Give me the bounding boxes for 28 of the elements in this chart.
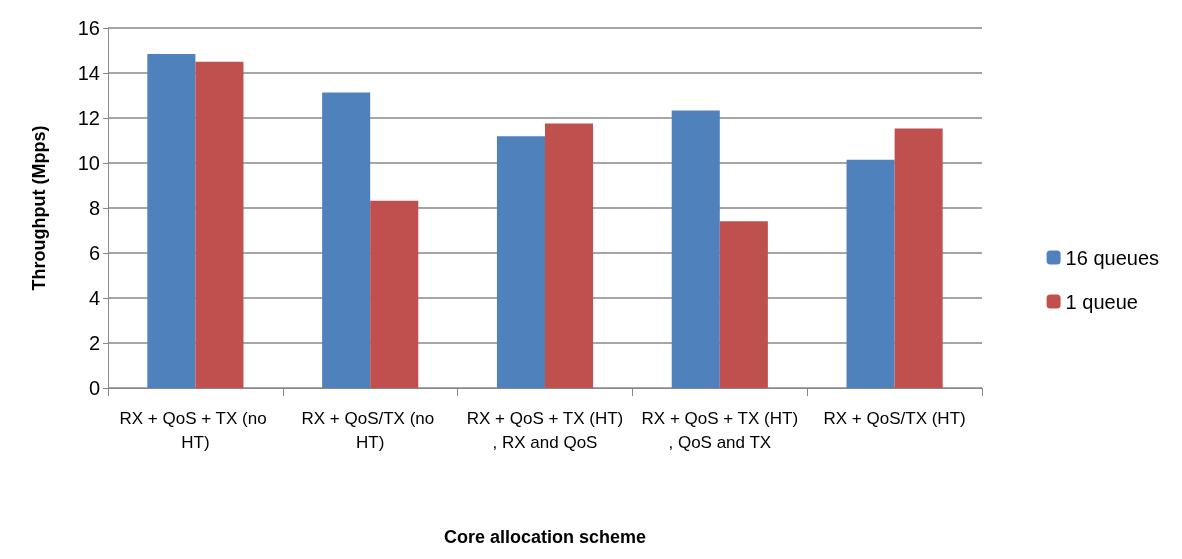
bar <box>195 61 244 388</box>
x-tick-label: RX + QoS + TX (no HT) <box>119 408 272 452</box>
bar <box>147 53 196 388</box>
legend-label: 16 queues <box>1065 246 1159 269</box>
y-tick-label: 14 <box>77 62 100 84</box>
y-tick-label: 2 <box>88 332 100 354</box>
bar <box>545 123 594 388</box>
bar <box>671 110 720 388</box>
y-tick-label: 16 <box>77 17 100 39</box>
y-axis-title: Throughput (Mpps) <box>29 125 49 291</box>
y-tick-label: 12 <box>77 107 100 129</box>
y-tick-label: 8 <box>88 197 100 219</box>
bar <box>370 200 419 388</box>
y-tick-label: 4 <box>88 287 100 309</box>
bar <box>894 128 943 388</box>
y-tick-label: 10 <box>77 152 100 174</box>
legend-label: 1 queue <box>1065 290 1138 313</box>
x-tick-label: RX + QoS + TX (HT), RX and QoS <box>466 408 624 452</box>
bar <box>719 221 768 388</box>
bar <box>322 92 371 388</box>
x-tick-label: RX + QoS/TX (HT) <box>823 408 966 428</box>
x-tick-label: RX + QoS + TX (HT), QoS and TX <box>641 408 799 452</box>
bar <box>496 136 545 388</box>
y-tick-label: 0 <box>88 377 100 399</box>
bar <box>846 159 895 388</box>
x-axis-title: Core allocation scheme <box>443 527 647 547</box>
y-tick-label: 6 <box>88 242 100 264</box>
x-tick-label: RX + QoS/TX (no HT) <box>301 408 439 452</box>
